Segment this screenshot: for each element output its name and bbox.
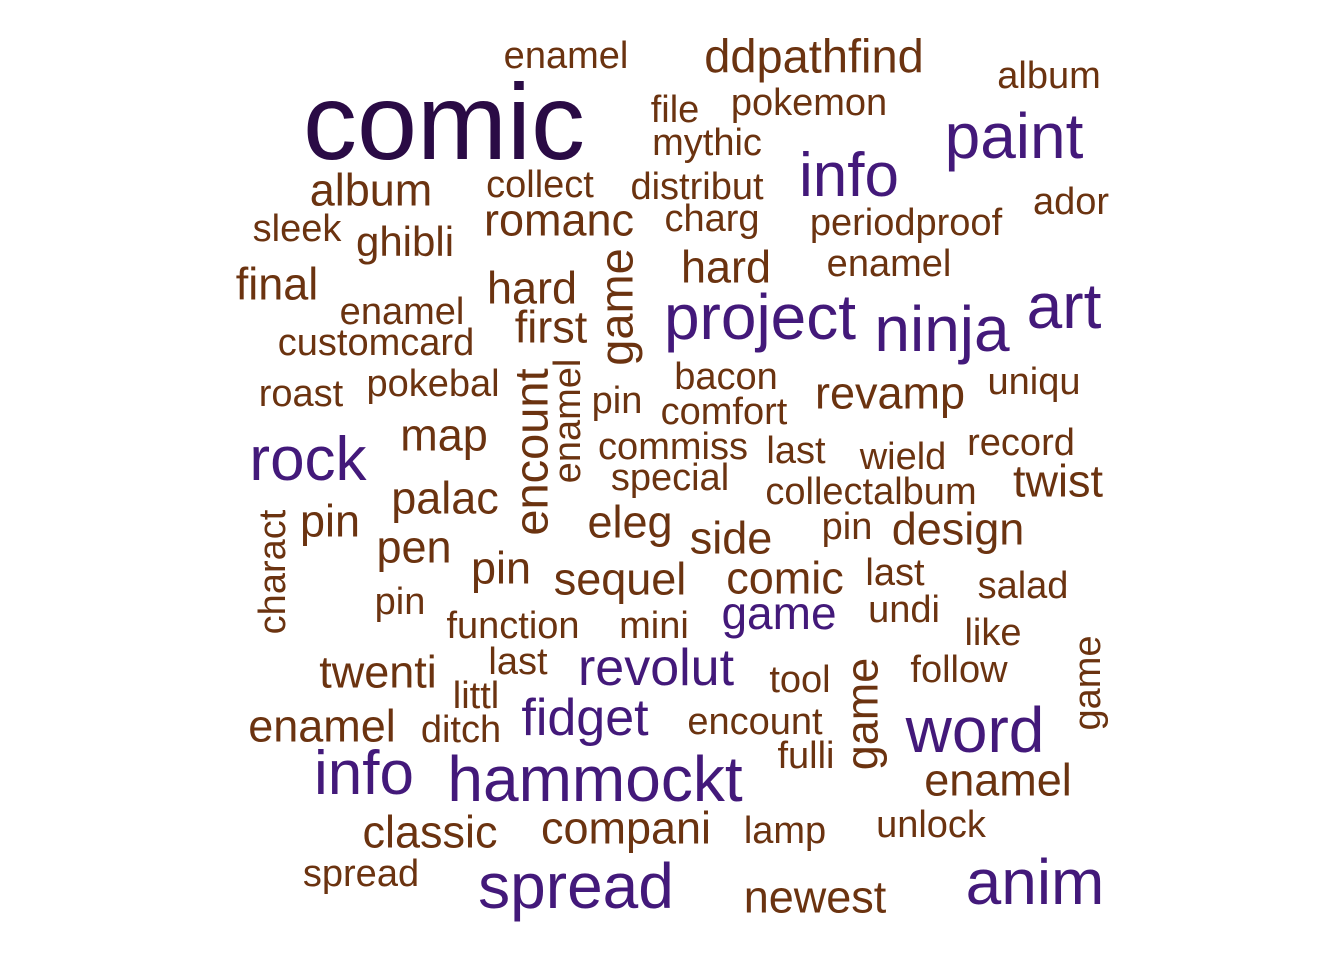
word-last-2: last [865,552,925,594]
word-pin-4: pin [470,542,532,594]
word-collect: collect [486,164,594,206]
word-mythic: mythic [652,122,762,164]
word-word: word [905,694,1045,766]
word-file: file [650,89,700,131]
word-ninja: ninja [874,293,1010,365]
word-art: art [1026,270,1102,342]
word-hard-2: hard [486,262,578,314]
word-littl: littl [452,675,500,717]
word-info-2: info [314,739,414,808]
word-fidget: fidget [521,689,649,747]
word-enamel-2: enamel [826,243,952,285]
word-first: first [514,301,588,353]
word-charg: charg [664,198,760,240]
word-hammockt: hammockt [447,743,743,815]
word-lamp: lamp [743,810,827,852]
word-pin-2: pin [299,495,361,547]
word-wield: wield [859,436,947,478]
word-revolut: revolut [577,639,735,697]
word-hard: hard [680,241,772,293]
word-undi: undi [868,589,940,631]
word-spread: spread [478,850,674,922]
word-twenti: twenti [319,646,437,698]
word-game-vertical: game [589,248,643,366]
word-enamel-5: enamel [924,754,1072,806]
word-anim: anim [965,846,1105,918]
word-special: special [610,457,730,499]
word-enamel-4: enamel [248,700,396,752]
word-follow: follow [910,649,1008,691]
word-album-2: album [309,164,433,216]
word-sequel: sequel [553,553,687,605]
word-pin-5: pin [374,581,426,623]
word-palac: palac [391,472,499,524]
word-last-3: last [488,641,548,683]
word-fulli: fulli [777,735,835,777]
word-final: final [235,258,319,310]
word-commiss: commiss [598,426,748,468]
word-bacon: bacon [674,356,778,398]
word-roast: roast [258,373,344,415]
word-paint: paint [944,100,1084,172]
word-comic: comic [302,61,586,182]
word-map: map [400,409,488,461]
word-sleek: sleek [252,208,342,250]
word-compani: compani [540,802,712,854]
word-tool: tool [769,659,831,701]
word-enamel-vertical: enamel [547,358,589,484]
word-uniqu: uniqu [987,361,1081,403]
word-game-vertical-3: game [836,657,888,771]
word-album: album [997,55,1101,97]
word-enamel: enamel [503,35,629,77]
word-ditch: ditch [420,709,502,751]
word-pokebal: pokebal [366,363,500,405]
word-customcard: customcard [277,322,475,364]
word-pen: pen [376,521,452,573]
word-info: info [799,141,899,210]
word-side: side [689,512,773,564]
word-revamp: revamp [814,367,966,419]
word-mini: mini [619,605,689,647]
word-ador: ador [1032,181,1110,223]
word-rock: rock [249,425,367,494]
word-distribut: distribut [630,166,764,208]
word-periodproof: periodproof [809,202,1003,244]
word-enamel-3: enamel [339,291,465,333]
word-classic: classic [362,806,498,858]
word-game: game [721,587,837,639]
word-ghibli: ghibli [355,218,455,265]
word-charact-vertical: charact [252,509,294,635]
word-spread-2: spread [302,853,420,895]
word-last: last [766,430,826,472]
word-design: design [891,503,1025,555]
word-pokemon: pokemon [730,82,888,124]
word-eleg: eleg [587,496,673,548]
word-salad: salad [977,565,1069,607]
word-encount: encount [687,701,823,743]
word-ddpathfind: ddpathfind [704,29,924,83]
word-twist: twist [1013,455,1103,507]
word-unlock: unlock [876,804,986,846]
word-newest: newest [743,871,887,923]
word-game-vertical-2: game [1067,635,1109,731]
word-pin-3: pin [821,506,873,548]
word-like: like [964,612,1022,654]
word-comfort: comfort [660,391,788,433]
word-function: function [446,605,580,647]
word-collectalbum: collectalbum [765,471,977,513]
word-romanc: romanc [483,194,635,246]
word-record: record [967,422,1075,464]
word-pin: pin [591,380,643,422]
word-project: project [663,281,857,353]
word-comic-2: comic [726,552,844,604]
